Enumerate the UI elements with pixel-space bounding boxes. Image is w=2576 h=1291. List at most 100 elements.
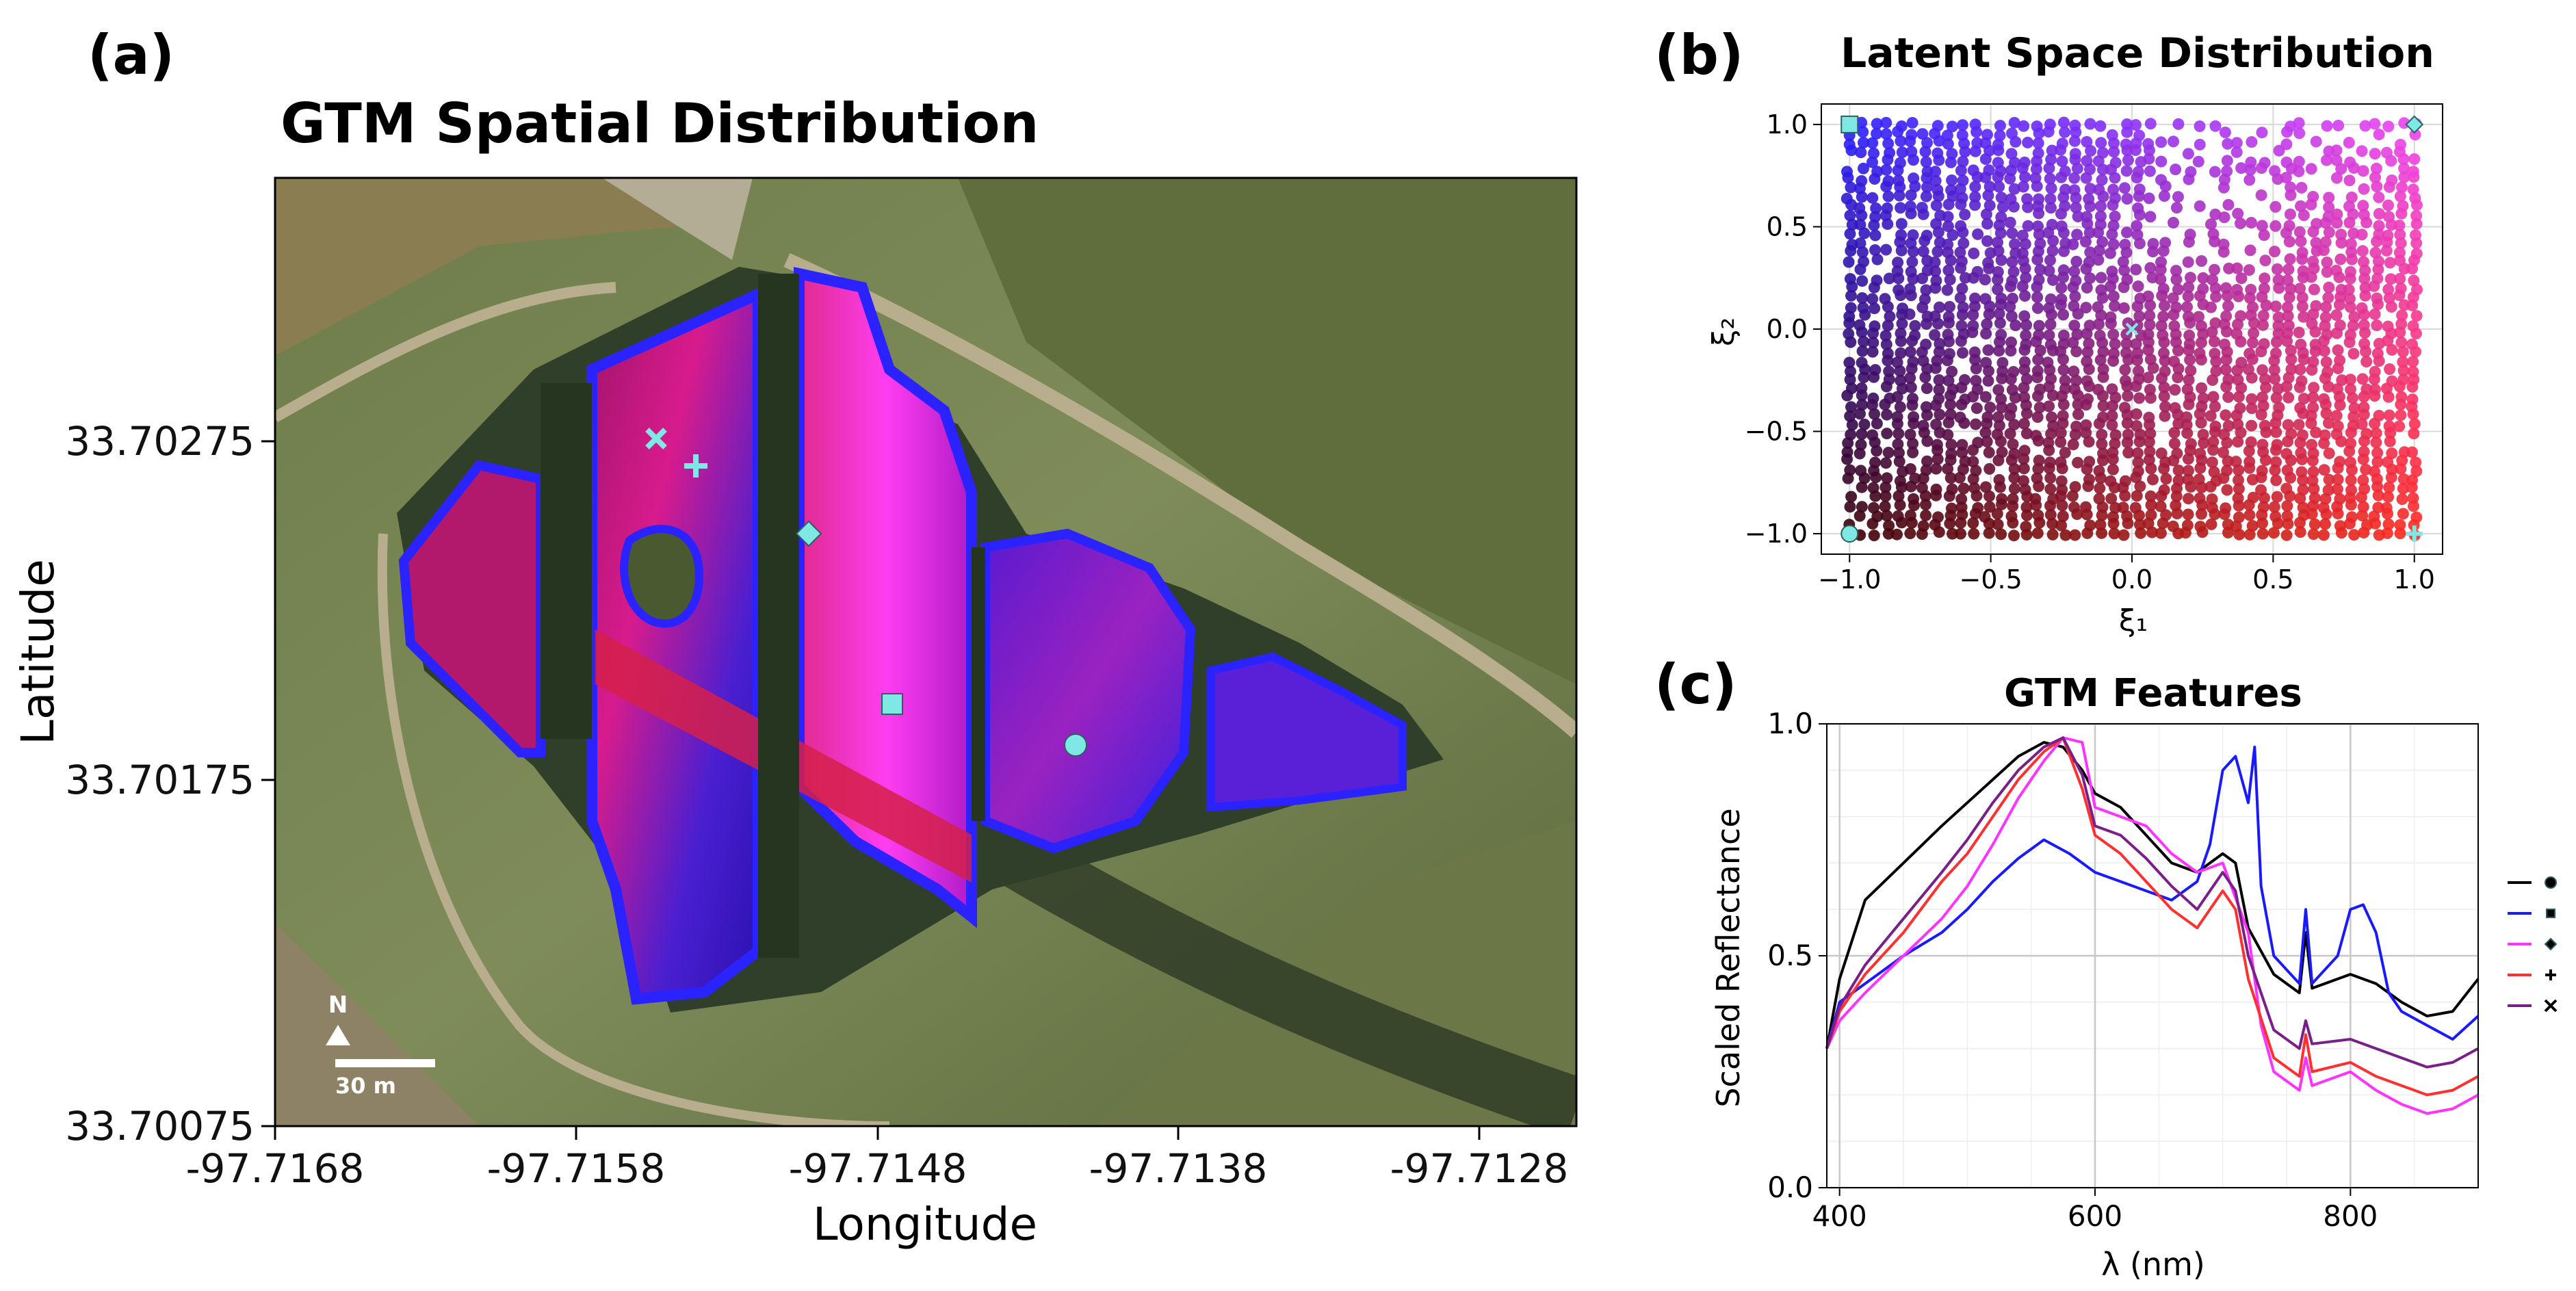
latent-point [1957,482,1970,495]
latent-point [2083,473,2095,486]
latent-point [2029,493,2042,505]
latent-point [2330,410,2343,422]
latent-point [2395,391,2408,403]
latent-point [2044,472,2057,484]
latent-point [1894,475,1906,487]
latent-xtick-label: −0.5 [1959,564,2022,595]
latent-x-axis-label: ξ₁ [2119,603,2148,638]
panel-b: (b) Latent Space Distribution −1.0 −0.5 0.… [1615,0,2576,657]
latent-point [2120,165,2133,177]
latent-point [2134,480,2146,493]
latent-point [2209,400,2221,413]
latent-point [1882,190,1895,203]
latent-point [2055,456,2067,469]
latent-point [2171,202,2183,214]
latent-point [2322,484,2334,496]
latent-point [2270,456,2282,468]
latent-point [2334,493,2346,505]
latent-point [2181,519,2194,532]
latent-point [2031,472,2043,484]
latent-point [2106,265,2118,278]
latent-point [1921,455,1933,467]
latent-point [2335,229,2347,241]
latent-point [1995,192,2007,204]
latent-point [2044,339,2057,351]
latent-point [2358,209,2370,221]
latent-point [2059,126,2071,138]
latent-point [2358,183,2370,195]
latent-point [1891,410,1903,423]
latent-point [1858,256,1870,268]
latent-point [1845,289,1857,302]
latent-point [2204,410,2217,422]
latent-point [2172,191,2184,203]
features-series-line-square [1825,745,2480,1049]
latent-point [2356,302,2368,314]
latent-point [2270,474,2282,486]
latent-point [2232,418,2244,430]
latent-point [1843,256,1855,268]
latent-point [2343,174,2356,187]
latent-point [1929,166,1942,178]
latent-point [2045,373,2057,385]
plus-marker [684,454,707,478]
latent-point [2281,510,2293,522]
latent-point [1946,365,1958,378]
latent-point [2233,474,2244,486]
latent-point [1871,417,1883,430]
latent-point [2059,183,2071,196]
latent-point [2144,428,2157,440]
latent-point [2293,127,2306,140]
square-marker [881,693,903,715]
latent-point [2293,326,2305,339]
latent-point [2284,253,2296,265]
latent-point [1996,356,2009,369]
latent-point [2044,254,2056,266]
latent-point [2360,383,2373,395]
latent-point [2157,311,2170,323]
latent-point [2395,409,2407,421]
latent-point [2008,419,2020,431]
latent-point [2373,192,2385,203]
latent-point [2272,320,2285,332]
latent-xtick-label: 1.0 [2394,564,2435,595]
latent-point [2255,408,2267,421]
latent-point [2032,147,2044,159]
features-x-axis-label: λ (nm) [2101,1246,2205,1283]
latent-point [2217,238,2230,250]
map-xtick-label: -97.7138 [1089,1145,1268,1192]
latent-point [2382,283,2395,296]
latent-point [2235,218,2246,229]
latent-point [2070,420,2083,432]
latent-point [2295,339,2307,351]
panel-a: (a) GTM Spatial Distribution [12,23,1578,1251]
latent-point [2144,490,2157,502]
latent-point [2323,192,2335,204]
latent-point [1893,447,1905,459]
latent-point [2016,229,2029,242]
latent-point [1971,137,1983,149]
latent-point [2335,163,2347,175]
latent-point [2107,511,2119,523]
latent-point [2168,437,2181,449]
features-xtick-label: 800 [2323,1199,2378,1233]
latent-point [1942,328,1954,341]
latent-point [1879,500,1891,512]
latent-point [1883,272,1895,285]
latent-point [2334,320,2346,331]
latent-point [2084,183,2096,195]
latent-point [2194,200,2206,212]
latent-point [2093,465,2105,477]
latent-point [2168,356,2181,367]
latent-point [1942,429,1954,441]
latent-point [2386,343,2398,356]
latent-point [2394,190,2406,203]
latent-point [2245,156,2257,168]
latent-point [1856,382,1868,394]
latent-point [2372,489,2384,501]
latent-point [1981,411,1994,423]
latent-point [1920,284,1932,296]
north-label: N [328,991,348,1019]
latent-point [1858,137,1869,148]
latent-point [1869,456,1881,469]
